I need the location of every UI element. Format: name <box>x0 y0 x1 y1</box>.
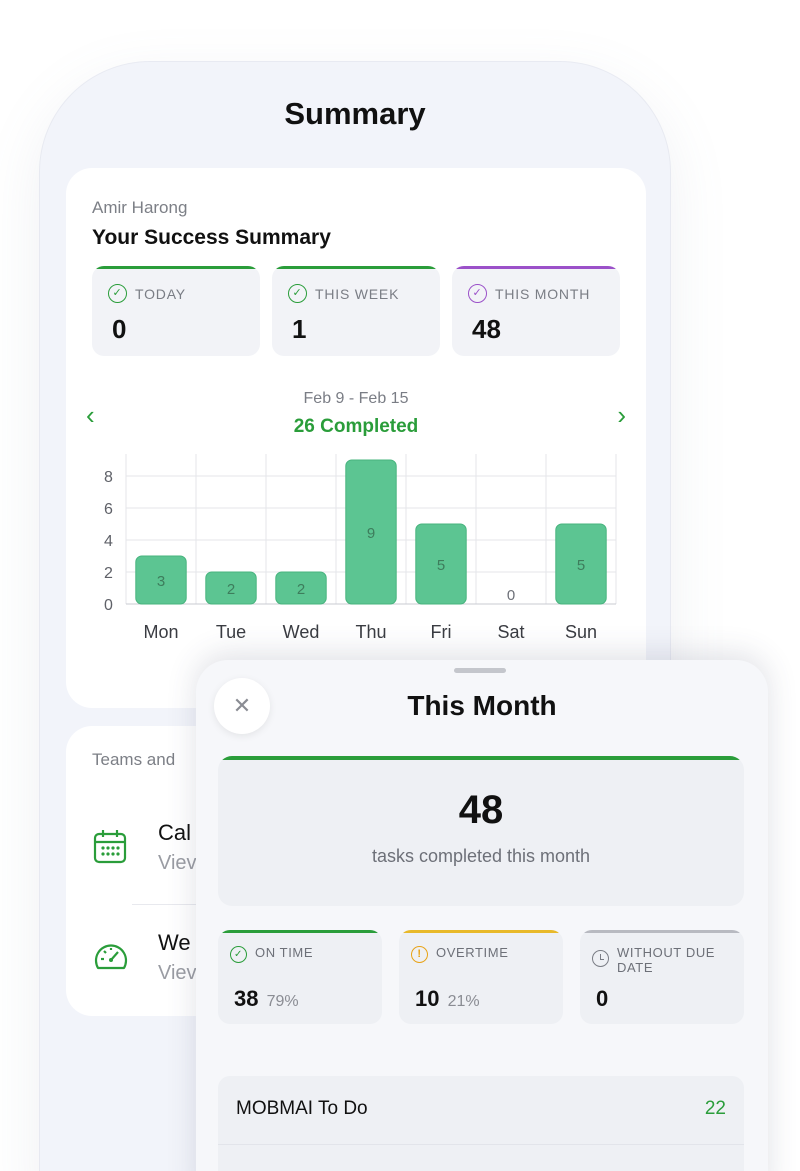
user-name: Amir Harong <box>92 198 188 217</box>
chevron-left-icon[interactable]: ‹ <box>86 400 95 430</box>
page-title: Summary <box>284 96 426 131</box>
month-total-value: 48 <box>458 788 504 832</box>
stat-this-week[interactable]: ✓ THIS WEEK 1 <box>272 266 440 356</box>
chevron-right-icon[interactable]: › <box>617 400 626 430</box>
stat-month-label: THIS MONTH <box>495 285 591 302</box>
y-tick-label: 0 <box>104 597 113 614</box>
bar-value-label: 2 <box>297 581 305 598</box>
team-item[interactable]: We Viev <box>92 924 632 994</box>
month-total-card: 48 tasks completed this month <box>218 756 744 906</box>
sheet-title: This Month <box>407 690 557 721</box>
x-tick-label: Sat <box>497 622 524 642</box>
close-icon: ✕ <box>232 693 252 718</box>
bar-value-label: 9 <box>367 525 375 542</box>
close-button[interactable]: ✕ <box>214 678 270 734</box>
check-circle-icon: ✓ <box>108 284 127 303</box>
check-circle-icon: ✓ <box>468 284 487 303</box>
x-tick-label: Thu <box>355 622 386 642</box>
x-tick-label: Fri <box>431 622 452 642</box>
team-item-name: We <box>158 930 191 955</box>
on-time-value: 38 <box>234 986 259 1011</box>
bar <box>275 571 327 605</box>
this-month-sheet: ✕ This Month 48 tasks completed this mon… <box>196 660 768 1171</box>
stat-today-label: TODAY <box>135 285 186 302</box>
teams-title: Teams and <box>92 750 176 769</box>
stat-month-value: 48 <box>472 314 501 344</box>
project-list: MOBMAI To Do 22 <box>218 1076 744 1171</box>
bar-value-label: 3 <box>157 573 165 590</box>
bar <box>345 459 397 605</box>
y-tick-label: 2 <box>104 565 113 582</box>
summary-heading: Your Success Summary <box>92 226 331 249</box>
on-time-value-wrap: 38 79% <box>234 986 299 1012</box>
stat-this-month[interactable]: ✓ THIS MONTH 48 <box>452 266 620 356</box>
team-item-name: Cal <box>158 820 192 845</box>
no-due-value: 0 <box>596 986 609 1011</box>
calendar-icon <box>93 830 127 864</box>
x-tick-label: Sun <box>565 622 597 642</box>
bar <box>555 523 607 605</box>
breakdown-row: ✓ ON TIME 38 79% ! OVERTIME 10 21% WITHO… <box>218 930 744 1024</box>
list-item[interactable] <box>218 1144 744 1171</box>
on-time-pct: 79% <box>266 993 299 1010</box>
stat-today-value: 0 <box>112 314 127 344</box>
no-due-label-2: DATE <box>617 959 654 975</box>
bar-value-label: 5 <box>577 557 585 574</box>
check-circle-icon: ✓ <box>288 284 307 303</box>
overtime-pct: 21% <box>447 993 480 1010</box>
x-tick-label: Wed <box>283 622 320 642</box>
bar <box>415 523 467 605</box>
speedometer-icon <box>94 944 128 970</box>
week-range: Feb 9 - Feb 15 <box>303 390 409 407</box>
bar <box>205 571 257 605</box>
y-tick-label: 4 <box>104 533 113 550</box>
clock-icon <box>592 950 609 967</box>
stat-today-label-wrap: ✓ TODAY <box>108 284 186 303</box>
overtime-box[interactable]: ! OVERTIME 10 21% <box>399 930 563 1024</box>
no-due-label-text: WITHOUT DUE DATE <box>617 945 716 976</box>
on-time-label-wrap: ✓ ON TIME <box>230 945 314 963</box>
no-due-label-1: WITHOUT DUE <box>617 945 716 960</box>
no-due-label-wrap: WITHOUT DUE DATE <box>592 945 716 976</box>
list-item[interactable]: MOBMAI To Do 22 <box>218 1076 744 1144</box>
bar <box>135 555 187 605</box>
bar-value-label: 2 <box>227 581 235 598</box>
y-tick-label: 6 <box>104 501 113 518</box>
no-due-date-box[interactable]: WITHOUT DUE DATE 0 <box>580 930 744 1024</box>
team-item[interactable]: Cal Viev <box>92 814 632 884</box>
stat-today[interactable]: ✓ TODAY 0 <box>92 266 260 356</box>
stat-row: ✓ TODAY 0 ✓ THIS WEEK 1 ✓ THIS MONTH 48 <box>92 266 620 356</box>
on-time-box[interactable]: ✓ ON TIME 38 79% <box>218 930 382 1024</box>
overtime-label: OVERTIME <box>436 945 509 960</box>
sheet-grabber[interactable] <box>454 668 506 673</box>
stat-month-label-wrap: ✓ THIS MONTH <box>468 284 590 303</box>
month-total-caption: tasks completed this month <box>371 846 591 866</box>
week-navigator: ‹ Feb 9 - Feb 15 26 Completed › <box>86 382 626 442</box>
summary-card: Amir Harong Your Success Summary ✓ TODAY… <box>66 168 646 708</box>
bar-value-label: 5 <box>437 557 445 574</box>
warning-icon: ! <box>411 946 428 963</box>
overtime-value-wrap: 10 21% <box>415 986 480 1012</box>
list-item-name: MOBMAI To Do <box>236 1098 368 1119</box>
stat-week-value: 1 <box>292 314 307 344</box>
stat-week-label: THIS WEEK <box>315 285 400 302</box>
bar-value-label: 0 <box>507 587 515 604</box>
weekly-bar-chart: 0 2 4 6 8 3 Mon 2 Tue 2 Wed 9 Thu 5 Fri 0 Sat 5 Sun <box>92 454 632 664</box>
week-completed: 26 Completed <box>293 416 419 437</box>
on-time-label: ON TIME <box>255 945 314 960</box>
x-tick-label: Tue <box>216 622 246 642</box>
bar-chart-svg: 0 2 4 6 8 3 Mon 2 Tue 2 Wed 9 Thu 5 Fri 0 Sat 5 Sun <box>104 454 617 642</box>
team-item-sub: Viev <box>158 852 197 874</box>
y-tick-label: 8 <box>104 469 113 486</box>
stat-week-label-wrap: ✓ THIS WEEK <box>288 284 399 303</box>
overtime-label-wrap: ! OVERTIME <box>411 945 509 963</box>
check-circle-icon: ✓ <box>230 946 247 963</box>
team-item-sub: Viev <box>158 962 197 984</box>
list-item-count: 22 <box>704 1098 726 1119</box>
x-tick-label: Mon <box>143 622 178 642</box>
overtime-value: 10 <box>415 986 440 1011</box>
